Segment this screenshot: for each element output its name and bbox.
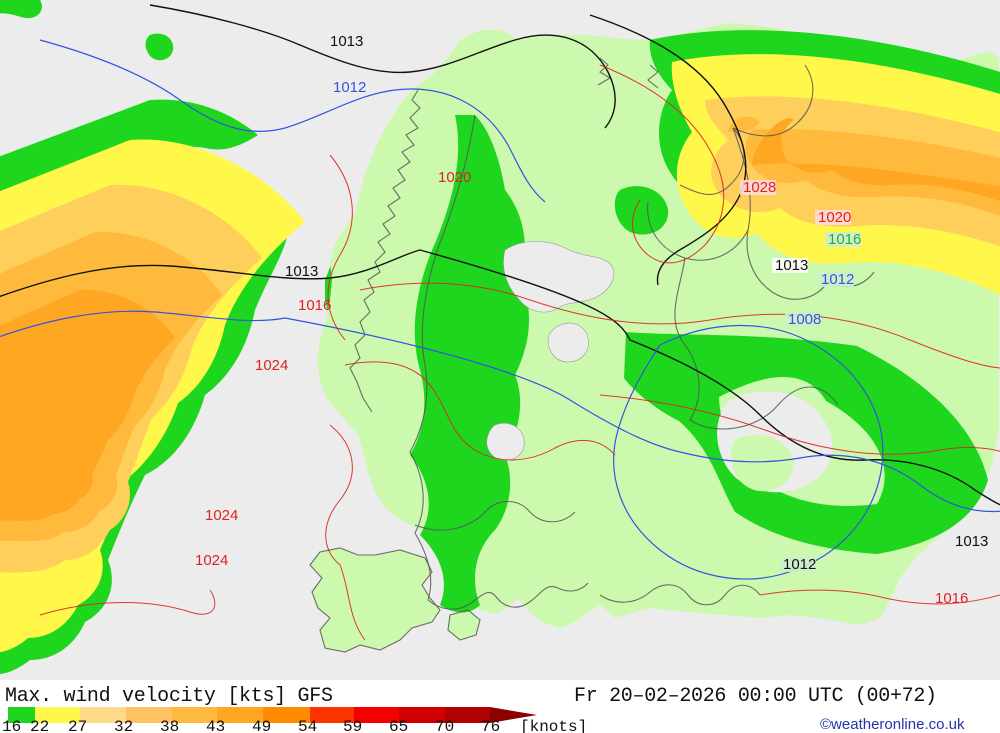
svg-text:1016: 1016: [935, 590, 968, 607]
svg-text:54: 54: [298, 718, 317, 733]
svg-text:32: 32: [114, 718, 133, 733]
svg-text:1024: 1024: [195, 552, 228, 569]
svg-text:1012: 1012: [783, 556, 816, 573]
svg-text:38: 38: [160, 718, 179, 733]
svg-text:Fr 20–02–2026 00:00 UTC (00+72: Fr 20–02–2026 00:00 UTC (00+72): [574, 685, 937, 708]
svg-text:1016: 1016: [298, 297, 331, 314]
svg-text:70: 70: [435, 718, 454, 733]
svg-text:Max. wind velocity [kts] GFS: Max. wind velocity [kts] GFS: [5, 685, 333, 708]
svg-text:1020: 1020: [438, 169, 471, 186]
svg-text:1016: 1016: [828, 231, 861, 248]
svg-text:76: 76: [481, 718, 500, 733]
svg-text:16: 16: [2, 718, 21, 733]
svg-text:1013: 1013: [775, 257, 808, 274]
svg-text:22: 22: [30, 718, 49, 733]
svg-text:59: 59: [343, 718, 362, 733]
svg-text:1024: 1024: [255, 357, 288, 374]
svg-text:49: 49: [252, 718, 271, 733]
svg-text:1024: 1024: [205, 507, 238, 524]
svg-text:1013: 1013: [955, 533, 988, 550]
svg-text:1020: 1020: [818, 209, 851, 226]
svg-text:1013: 1013: [285, 263, 318, 280]
svg-text:27: 27: [68, 718, 87, 733]
svg-text:1012: 1012: [333, 79, 366, 96]
svg-text:1012: 1012: [821, 271, 854, 288]
svg-text:[knots]: [knots]: [520, 718, 587, 733]
svg-text:1013: 1013: [330, 33, 363, 50]
svg-text:43: 43: [206, 718, 225, 733]
svg-text:1008: 1008: [788, 311, 821, 328]
svg-text:65: 65: [389, 718, 408, 733]
svg-text:1028: 1028: [743, 179, 776, 196]
svg-text:©weatheronline.co.uk: ©weatheronline.co.uk: [820, 716, 965, 733]
